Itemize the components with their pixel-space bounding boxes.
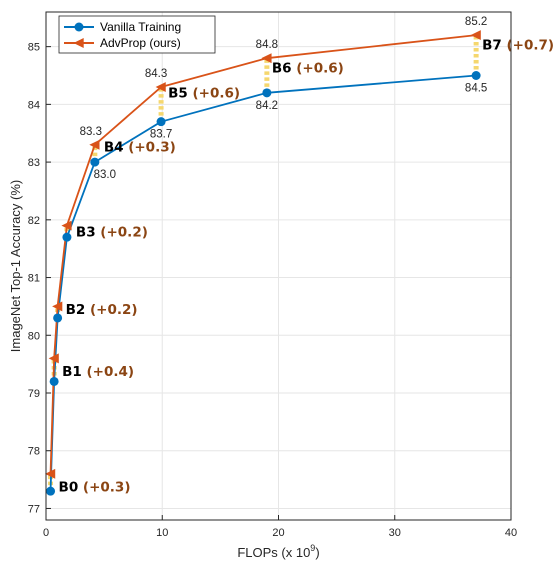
legend-box	[58, 15, 216, 54]
x-tick-label: 0	[43, 527, 49, 539]
model-name: B3	[76, 224, 96, 240]
vanilla-value-label: 84.5	[465, 83, 487, 95]
y-tick-label: 79	[28, 388, 40, 400]
vanilla-point	[471, 71, 481, 80]
model-gain: (+0.2)	[85, 302, 137, 318]
model-name: B0	[59, 479, 79, 495]
model-gain: (+0.2)	[96, 224, 148, 240]
legend-marker-advprop	[73, 38, 84, 48]
model-label: B2 (+0.2)	[66, 302, 138, 318]
vanilla-point	[46, 486, 56, 496]
vanilla-point	[90, 157, 100, 167]
model-name: B7	[482, 37, 502, 53]
y-axis-title: ImageNet Top-1 Accuracy (%)	[8, 180, 23, 352]
advprop-point	[155, 82, 166, 92]
y-tick-label: 81	[28, 273, 40, 285]
series-lines	[49, 34, 477, 492]
model-label: B4 (+0.3)	[104, 139, 176, 155]
vanilla-point	[156, 117, 166, 127]
x-tick-label: 20	[272, 527, 284, 539]
model-name: B1	[62, 364, 82, 380]
advprop-line	[49, 34, 477, 474]
vanilla-point	[62, 232, 72, 242]
model-gain: (+0.4)	[82, 364, 134, 380]
advprop-point	[61, 220, 72, 231]
x-tick-label: 30	[389, 527, 401, 539]
y-tick-label: 78	[28, 446, 40, 458]
y-tick-label: 82	[28, 215, 40, 227]
model-label: B1 (+0.4)	[62, 364, 134, 380]
legend-marker-vanilla	[74, 22, 84, 32]
model-label: B6 (+0.6)	[272, 61, 344, 77]
x-axis-title: FLOPs (x 109)	[237, 543, 319, 560]
model-gain: (+0.6)	[292, 61, 344, 77]
vanilla-value-label: 83.0	[94, 169, 116, 181]
model-gain: (+0.6)	[188, 85, 240, 101]
model-name: B4	[104, 139, 124, 155]
advprop-value-label: 84.8	[256, 39, 278, 51]
model-label: B7 (+0.7)	[482, 37, 554, 53]
vanilla-point	[262, 88, 272, 98]
y-tick-label: 85	[28, 42, 40, 54]
x-tick-label: 10	[156, 527, 168, 539]
model-gain: (+0.3)	[78, 479, 130, 495]
model-label: B3 (+0.2)	[76, 224, 148, 240]
model-label: B5 (+0.6)	[168, 85, 240, 101]
model-gain: (+0.7)	[502, 37, 554, 53]
y-tick-label: 80	[28, 330, 40, 342]
model-name: B2	[66, 302, 86, 318]
legend-label-advprop: AdvProp (ours)	[100, 36, 181, 50]
advprop-value-label: 83.3	[80, 126, 102, 138]
vanilla-line	[49, 74, 477, 492]
model-gain: (+0.3)	[124, 139, 176, 155]
vanilla-value-label: 83.7	[150, 129, 172, 141]
advprop-point	[48, 353, 59, 364]
x-tick-label: 40	[505, 527, 517, 539]
y-tick-label: 83	[28, 157, 40, 169]
advprop-point	[52, 301, 63, 312]
axis-ticks: 0 10 20 30 40 77 78 79 80 81 82 83 84 85	[28, 42, 517, 539]
y-tick-label: 84	[28, 99, 40, 111]
advprop-point	[89, 139, 100, 150]
vanilla-value-label: 84.2	[256, 100, 278, 112]
model-label: B0 (+0.3)	[59, 479, 131, 495]
gridlines	[45, 12, 512, 520]
advprop-value-label: 84.3	[145, 68, 167, 80]
data-labels: 83.0 83.7 84.2 84.5 83.3 84.3 84.8 85.2 B0 (+0.3…	[59, 16, 554, 495]
advprop-point	[45, 468, 56, 479]
vanilla-point	[53, 313, 63, 323]
model-name: B5	[168, 85, 188, 101]
legend: Vanilla Training AdvProp (ours)	[58, 15, 216, 54]
y-tick-label: 77	[28, 503, 40, 515]
model-name: B6	[272, 61, 292, 77]
series-markers	[45, 30, 481, 496]
vanilla-point	[49, 376, 59, 386]
advprop-point	[470, 30, 481, 41]
advprop-value-label: 85.2	[465, 16, 487, 28]
advprop-point	[261, 53, 272, 64]
legend-label-vanilla: Vanilla Training	[100, 20, 181, 34]
